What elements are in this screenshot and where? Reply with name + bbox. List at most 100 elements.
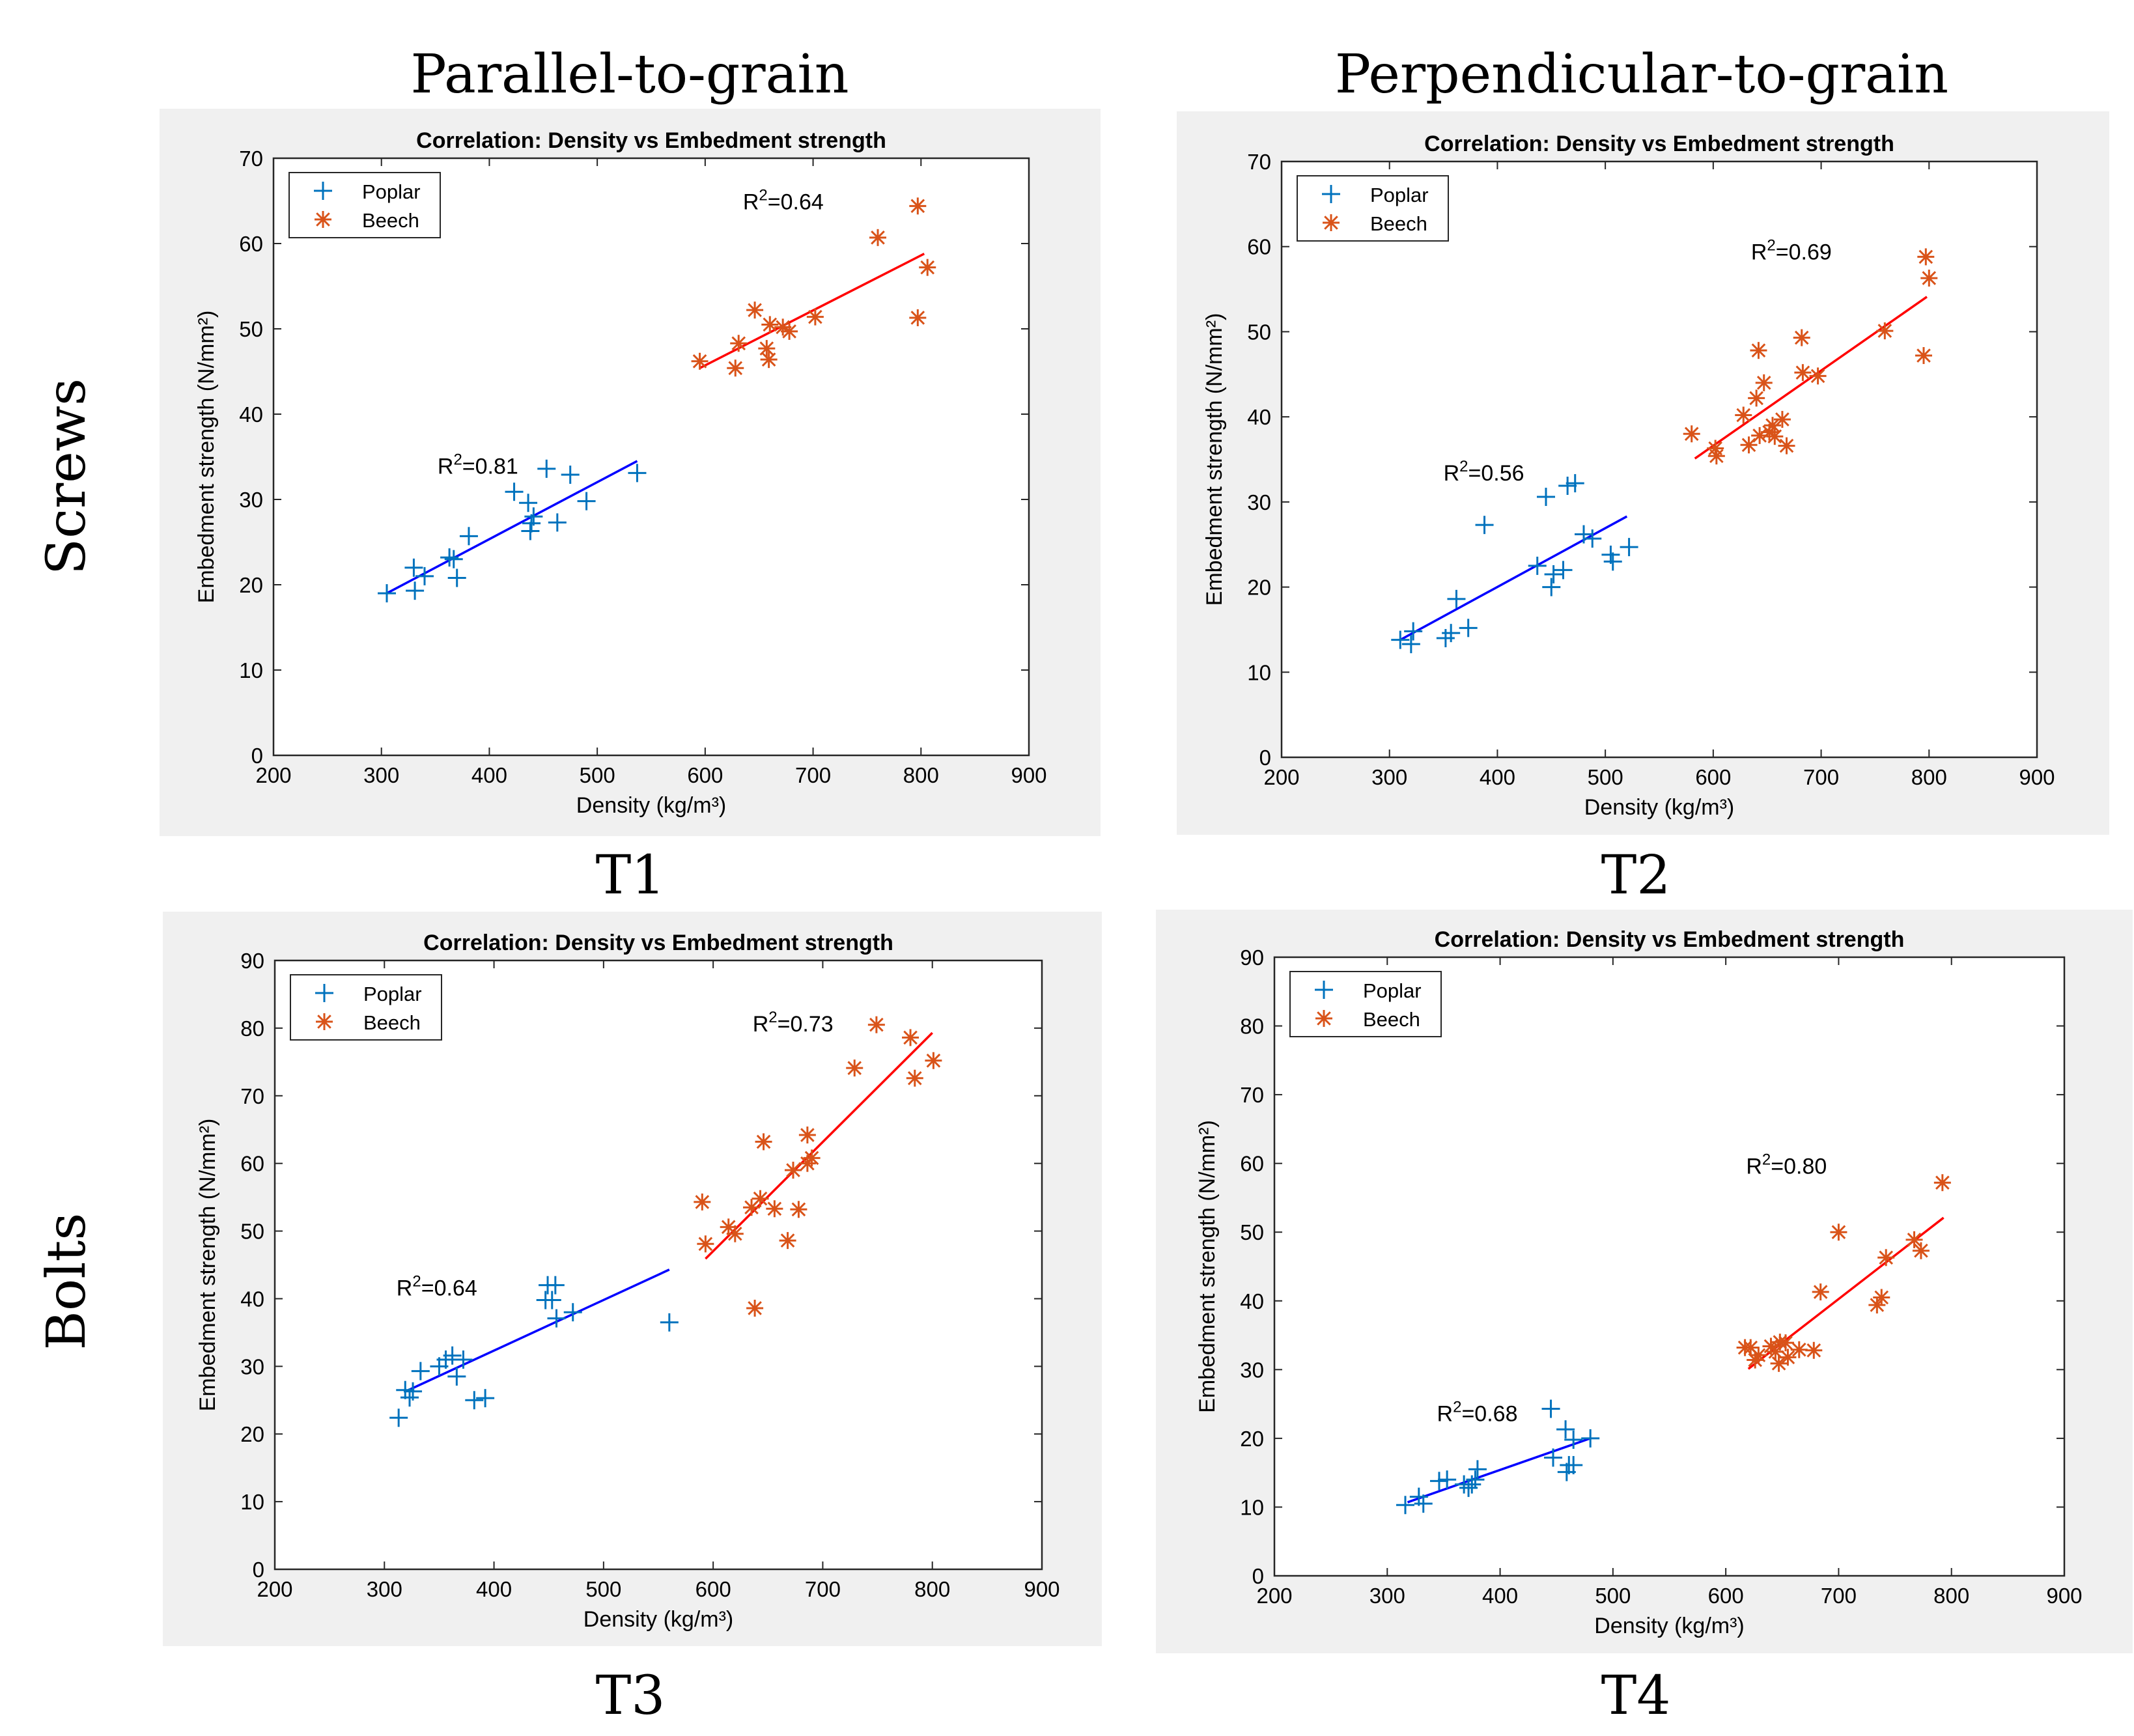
x-tick-label: 700 [805,1577,841,1601]
beech-point [697,1235,714,1253]
poplar-point [396,1380,415,1399]
y-tick-label: 30 [239,488,263,512]
series-poplar [389,1268,679,1427]
legend-box [288,172,441,238]
beech-point [746,1299,764,1317]
x-tick-label: 200 [257,1577,292,1601]
poplar-r2-label: R2=0.68 [1437,1399,1518,1427]
poplar-point [1544,1448,1563,1467]
series-beech [691,197,936,377]
beech-point [925,1052,942,1069]
poplar-point [547,1309,566,1328]
poplar-point [378,584,396,603]
y-tick-label: 20 [1247,576,1271,600]
beech-point [919,259,936,276]
beech-point [1779,1349,1797,1366]
poplar-point [1583,529,1602,548]
poplar-point [1466,1470,1485,1489]
poplar-point [660,1313,679,1332]
x-axis-label: Density (kg/m³) [1594,1614,1744,1638]
beech-point [1683,425,1700,443]
x-tick-label: 500 [580,763,615,787]
chart-panel-t4: Correlation: Density vs Embedment streng… [1156,910,2133,1653]
series-poplar [378,459,647,603]
series-poplar [1396,1399,1600,1515]
x-tick-label: 800 [914,1577,950,1601]
beech-point [1776,1334,1794,1352]
poplar-point [537,459,556,478]
poplar-point [1447,589,1466,608]
poplar-point [1404,622,1423,641]
y-tick-label: 30 [1247,490,1271,514]
poplar-point [1475,516,1494,535]
y-tick-label: 50 [239,317,263,341]
y-tick-label: 40 [1240,1289,1264,1313]
series-beech [694,1016,942,1317]
legend-box [1297,175,1449,242]
beech-point [726,1225,744,1242]
chart-title: Correlation: Density vs Embedment streng… [416,128,886,153]
poplar-point [1391,630,1410,649]
y-tick-label: 70 [239,147,263,171]
poplar-point [1463,1475,1481,1494]
y-tick-label: 70 [240,1084,264,1108]
row-label-screws: Screws [36,378,98,575]
y-tick-label: 10 [1240,1495,1264,1519]
y-tick-label: 40 [240,1287,264,1311]
x-tick-label: 500 [585,1577,621,1601]
y-tick-label: 50 [1247,320,1271,344]
beech-point [1917,248,1935,266]
x-tick-label: 500 [1588,765,1623,789]
y-tick-label: 30 [240,1354,264,1379]
legend-beech-marker [1315,1010,1332,1027]
legend-poplar-marker [1315,981,1333,999]
y-tick-label: 0 [251,744,263,768]
poplar-point [1468,1460,1487,1479]
poplar-point [404,1382,423,1401]
beech-point [1707,447,1725,465]
beech-point [1920,270,1938,287]
poplar-point [459,527,478,546]
x-tick-label: 800 [1911,765,1947,789]
poplar-point [1575,525,1593,544]
poplar-point [628,464,647,483]
chart-title: Correlation: Density vs Embedment streng… [1424,132,1894,156]
axes-frame [272,157,1030,757]
poplar-fit-line [403,1268,670,1393]
beech-fit-line [699,253,925,369]
poplar-point [1620,538,1638,557]
poplar-point [1459,619,1478,637]
axes-background [1274,957,2064,1576]
series-beech [1683,248,1938,465]
beech-point [755,1133,772,1151]
beech-point [758,340,776,357]
poplar-point [1544,565,1563,583]
poplar-point [1537,488,1555,507]
beech-point [790,1201,807,1218]
beech-point [1740,436,1758,454]
beech-point [909,309,927,326]
panel-label-t3: T3 [596,1665,666,1727]
y-tick-label: 20 [1240,1427,1264,1451]
poplar-point [561,466,580,484]
legend-poplar-marker [1322,185,1340,203]
beech-point [902,1029,920,1046]
legend: Poplar Beech [1289,971,1442,1037]
poplar-point [1414,1494,1433,1513]
axes-background [275,960,1042,1569]
beech-point [1747,1351,1764,1369]
axes-background [1282,161,2037,757]
x-tick-label: 700 [795,763,831,787]
y-tick-label: 0 [1252,1564,1264,1588]
poplar-point [577,492,596,511]
poplar-point [542,1291,561,1309]
beech-point [1748,389,1765,407]
beech-point [846,1059,863,1077]
y-tick-label: 40 [239,402,263,427]
poplar-point [1442,624,1461,643]
y-tick-label: 80 [1240,1015,1264,1039]
column-header-parallel: Parallel-to-grain [410,44,849,105]
poplar-point [563,1303,582,1322]
y-tick-label: 60 [240,1152,264,1176]
poplar-point [1396,1496,1415,1515]
